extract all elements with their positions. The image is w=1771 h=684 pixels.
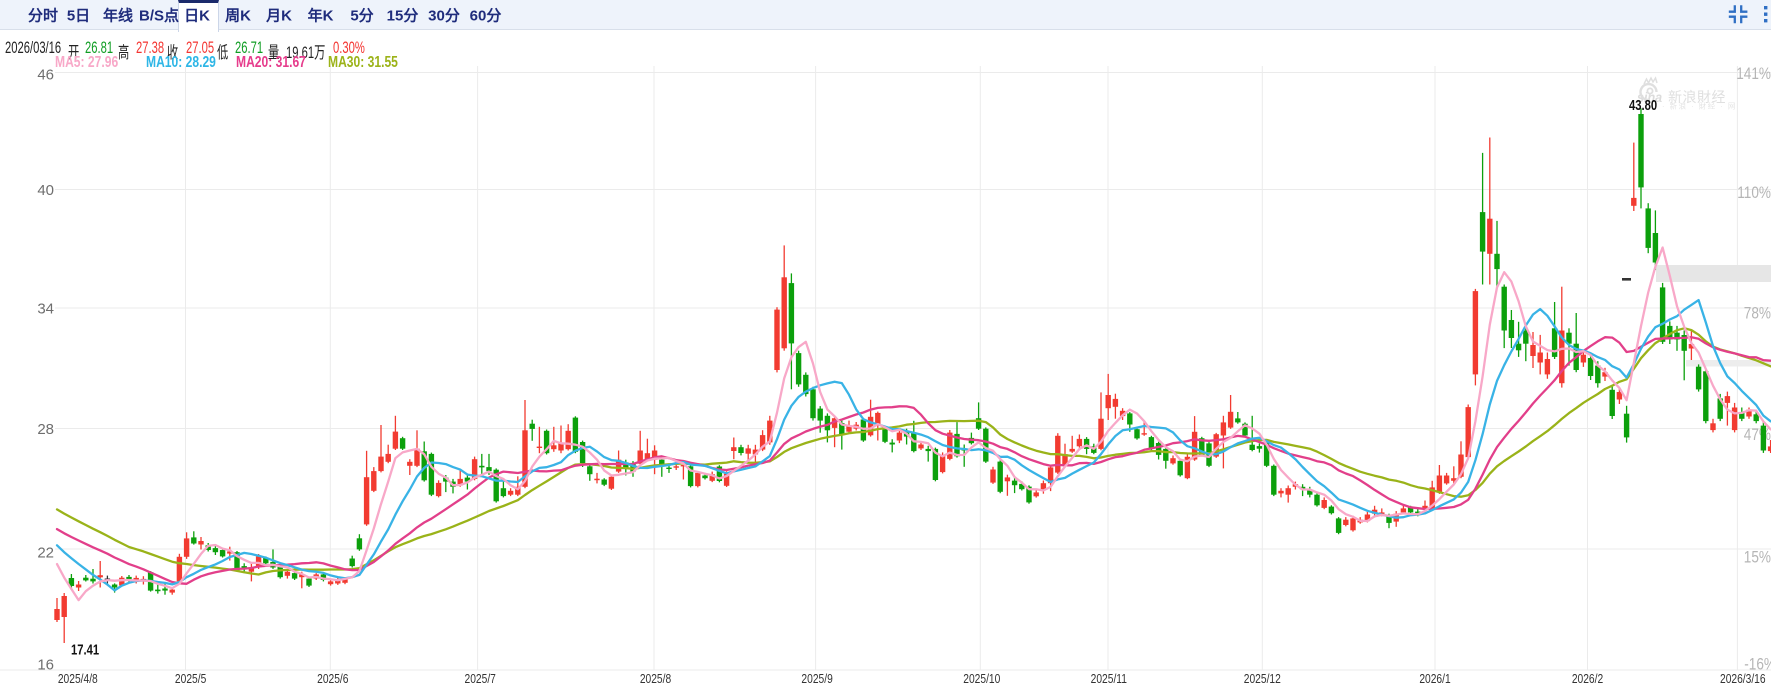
svg-text:40: 40 [37, 182, 54, 199]
svg-text:16: 16 [37, 657, 54, 674]
svg-text:46: 46 [37, 67, 54, 84]
svg-text:新浪財经: 新浪財经 [1668, 89, 1726, 105]
svg-text:28: 28 [37, 421, 54, 438]
svg-text:2026/2: 2026/2 [1572, 673, 1603, 684]
svg-text:43.80: 43.80 [1629, 96, 1657, 113]
svg-text:2025/11: 2025/11 [1091, 673, 1127, 684]
svg-text:17.41: 17.41 [71, 641, 99, 658]
svg-text:141%: 141% [1736, 65, 1771, 84]
svg-text:-16%: -16% [1744, 655, 1771, 674]
svg-text:2026/1: 2026/1 [1419, 673, 1450, 684]
svg-text:2026/3/16: 2026/3/16 [1720, 673, 1766, 684]
svg-text:2025/4/8: 2025/4/8 [58, 673, 98, 684]
svg-text:2025/12: 2025/12 [1244, 673, 1281, 684]
svg-text:2025/5: 2025/5 [175, 673, 206, 684]
svg-text:110%: 110% [1737, 184, 1771, 203]
svg-text:sina: sina [1637, 89, 1662, 105]
svg-text:22: 22 [37, 545, 54, 562]
svg-text:34: 34 [37, 301, 54, 318]
svg-text:2025/7: 2025/7 [465, 673, 496, 684]
svg-text:15%: 15% [1744, 548, 1771, 567]
svg-text:2025/10: 2025/10 [963, 673, 1000, 684]
svg-text:47%: 47% [1744, 426, 1771, 445]
svg-text:· 新浪 · 財经 · 网: · 新浪 · 財经 · 网 [1662, 101, 1737, 111]
svg-text:2025/6: 2025/6 [317, 673, 348, 684]
svg-text:2025/9: 2025/9 [801, 673, 832, 684]
svg-text:78%: 78% [1744, 304, 1771, 323]
svg-text:2025/8: 2025/8 [640, 673, 671, 684]
